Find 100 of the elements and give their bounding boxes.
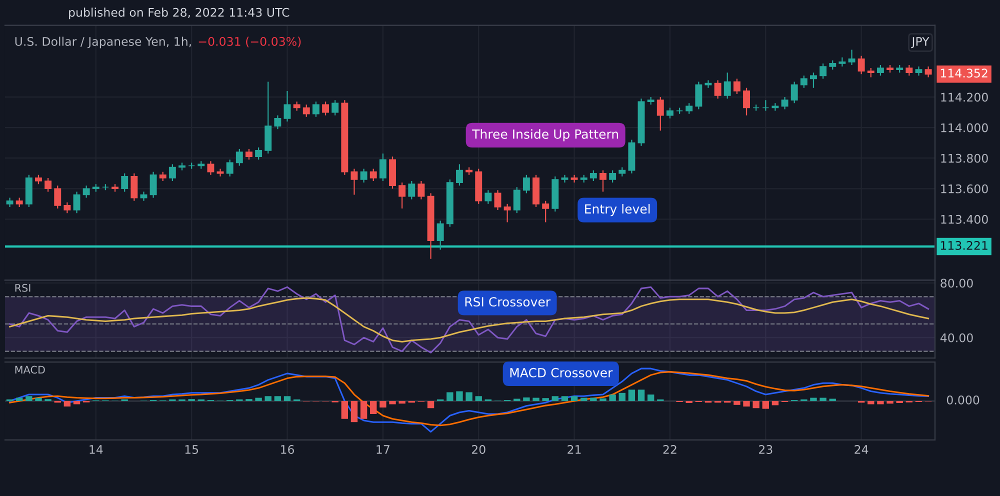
candlestick [360, 168, 368, 184]
candlestick [600, 170, 606, 192]
candlestick [829, 60, 836, 70]
bar [810, 398, 817, 402]
candlestick [848, 49, 856, 66]
x-tick-label: 16 [281, 445, 294, 454]
y-tick-label: 40.00 [940, 333, 973, 342]
candlestick [522, 174, 530, 194]
candlestick [44, 177, 52, 192]
bar [532, 398, 540, 402]
x-tick-label: 23 [759, 445, 772, 454]
candlestick [724, 72, 731, 100]
candlestick [207, 160, 214, 176]
annotation: MACD Crossover [510, 368, 613, 378]
bar [877, 401, 884, 404]
candlestick [656, 96, 664, 132]
bar [580, 398, 588, 402]
text: 0.000 [946, 396, 980, 404]
bar [552, 396, 559, 402]
candlestick [274, 114, 282, 130]
candlestick [398, 182, 406, 210]
bar [370, 401, 377, 414]
annotation: Three Inside Up Pattern [472, 129, 618, 142]
candlestick [906, 64, 913, 76]
candlestick [302, 104, 310, 118]
ref-line-label: 113.221 [940, 241, 988, 250]
candlestick [695, 81, 702, 110]
candlestick [236, 148, 243, 166]
candlestick [418, 180, 425, 200]
bar [868, 401, 874, 404]
candlestick [35, 174, 42, 185]
bar [762, 401, 769, 409]
candlestick [150, 171, 157, 198]
bar [820, 398, 826, 402]
bar [609, 394, 616, 402]
y-tick-label: 114.000 [941, 123, 988, 132]
candlestick [733, 78, 740, 95]
bar [647, 394, 654, 402]
candlestick [494, 190, 502, 211]
bar [389, 401, 396, 404]
bar [514, 398, 520, 402]
bar [380, 401, 386, 408]
candlestick [82, 185, 90, 198]
candlestick [130, 172, 138, 202]
bar [475, 396, 482, 402]
bar [628, 390, 636, 402]
bar [638, 390, 645, 402]
bar [561, 396, 568, 402]
bar [570, 396, 578, 402]
candlestick [293, 101, 300, 112]
x-tick-label: 20 [472, 445, 486, 454]
bar [600, 398, 606, 402]
candlestick [790, 81, 798, 104]
candlestick [800, 75, 808, 88]
bar [35, 398, 42, 402]
candlestick [513, 186, 520, 214]
bar [255, 398, 262, 402]
candlestick [16, 197, 23, 208]
candlestick [781, 96, 788, 110]
x-tick-label: 22 [663, 445, 676, 454]
bar [64, 401, 71, 407]
bar [264, 396, 272, 402]
candlestick [484, 190, 492, 204]
candlestick [858, 55, 865, 75]
chart-title: RSI [15, 284, 30, 292]
candlestick [456, 164, 463, 186]
candlestick [408, 180, 416, 200]
candlestick [73, 191, 80, 214]
bar [523, 397, 530, 402]
candlestick [168, 164, 176, 182]
candlestick [64, 202, 71, 214]
bar [274, 396, 282, 402]
candlestick [121, 172, 128, 192]
bar [618, 392, 626, 402]
candlestick [332, 100, 339, 116]
x-tick-label: 24 [854, 445, 868, 454]
candlestick [609, 170, 616, 184]
x-tick-label: 17 [376, 445, 390, 454]
candlestick [312, 101, 320, 118]
annotation: Entry level [585, 204, 650, 216]
bar [734, 401, 740, 405]
bar [427, 401, 434, 408]
candlestick [666, 107, 674, 119]
candlestick [924, 66, 932, 78]
bar [542, 398, 549, 402]
bar [26, 396, 32, 402]
bar [752, 401, 760, 408]
bar [16, 398, 23, 402]
candlestick [226, 159, 234, 177]
candlestick [618, 166, 626, 177]
x-tick-label: 15 [185, 445, 198, 454]
candlestick [255, 146, 262, 160]
bar [398, 401, 406, 404]
text: 114.352 [940, 68, 988, 78]
y-tick-label: 113.400 [941, 214, 988, 224]
candlestick [6, 197, 14, 208]
bar [772, 401, 779, 406]
candlestick [838, 56, 846, 68]
candlestick [436, 220, 444, 250]
candlestick [54, 185, 62, 210]
